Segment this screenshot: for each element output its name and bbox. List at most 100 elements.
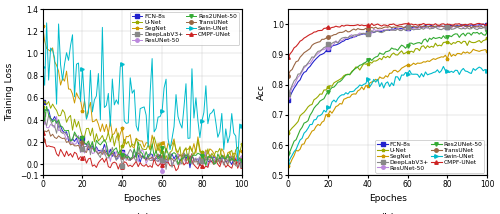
CMPF-UNet (335, 25, 341, 28)
Swin-UNet (181, 106, 187, 108)
FCN-8s (424, 25, 430, 28)
Swin-UNet (376, 85, 382, 88)
TransUNet (92, 148, 98, 150)
Swin-UNet (299, 137, 305, 140)
ResUNet-50 (376, 29, 382, 31)
ResUNet-50 (133, 154, 139, 157)
ResUNet-50 (474, 24, 480, 26)
CMPF-UNet (181, 164, 187, 166)
CMPF-UNet (191, 163, 197, 166)
Line: Res2UNet-50: Res2UNet-50 (286, 30, 489, 156)
FCN-8s (238, 163, 244, 166)
Res2UNet-50 (161, 158, 167, 160)
FCN-8s (434, 25, 440, 28)
TransUNet (181, 152, 187, 155)
Line: ResUNet-50: ResUNet-50 (41, 114, 243, 173)
SegNet (54, 64, 60, 67)
U-Net (133, 137, 139, 140)
DeepLabV3+ (335, 42, 341, 45)
SegNet (335, 104, 341, 107)
Res2UNet-50 (404, 44, 410, 47)
ResUNet-50 (424, 27, 430, 30)
ResUNet-50 (183, 162, 189, 164)
U-Net (335, 79, 341, 82)
Line: TransUNet: TransUNet (286, 23, 489, 77)
DeepLabV3+ (436, 28, 442, 31)
DeepLabV3+ (484, 27, 490, 30)
ResUNet-50 (404, 26, 410, 29)
U-Net (484, 37, 490, 40)
U-Net (424, 45, 430, 47)
Res2UNet-50 (424, 41, 430, 43)
SegNet (131, 146, 137, 149)
TransUNet (161, 155, 167, 158)
Swin-UNet (133, 125, 139, 127)
DeepLabV3+ (163, 168, 169, 171)
CMPF-UNet (476, 22, 482, 25)
Res2UNet-50 (376, 52, 382, 54)
FCN-8s (299, 74, 305, 77)
TransUNet (299, 54, 305, 56)
CMPF-UNet (424, 23, 430, 26)
FCN-8s (187, 166, 193, 169)
Swin-UNet (238, 125, 244, 127)
CMPF-UNet (238, 165, 244, 168)
U-Net (193, 148, 199, 150)
SegNet (434, 57, 440, 59)
Swin-UNet (424, 74, 430, 76)
TransUNet (460, 24, 466, 26)
Res2UNet-50 (434, 37, 440, 39)
U-Net (179, 163, 185, 165)
ResUNet-50 (56, 129, 62, 132)
ResUNet-50 (40, 121, 46, 123)
CMPF-UNet (404, 22, 410, 25)
TransUNet (285, 74, 291, 77)
FCN-8s (159, 158, 165, 161)
CMPF-UNet (299, 39, 305, 41)
Line: SegNet: SegNet (41, 24, 243, 163)
ResUNet-50 (299, 70, 305, 73)
Swin-UNet (335, 97, 341, 100)
X-axis label: Epoches: Epoches (368, 194, 406, 203)
TransUNet (197, 164, 203, 167)
Legend: FCN-8s, U-Net, SegNet, DeepLabV3+, ResUNet-50, Res2UNet-50, TransUNet, Swin-UNet: FCN-8s, U-Net, SegNet, DeepLabV3+, ResUN… (376, 140, 484, 172)
DeepLabV3+ (159, 159, 165, 161)
TransUNet (404, 26, 410, 28)
Res2UNet-50 (133, 156, 139, 159)
SegNet (285, 165, 291, 168)
Line: CMPF-UNet: CMPF-UNet (41, 132, 243, 172)
Title: (a): (a) (135, 213, 150, 214)
Res2UNet-50 (56, 119, 62, 121)
Swin-UNet (44, 22, 50, 24)
Swin-UNet (161, 87, 167, 89)
Res2UNet-50 (40, 110, 46, 112)
Line: DeepLabV3+: DeepLabV3+ (286, 25, 489, 95)
Line: SegNet: SegNet (286, 48, 489, 168)
FCN-8s (40, 101, 46, 104)
SegNet (179, 154, 185, 156)
ResUNet-50 (285, 95, 291, 98)
SegNet (404, 64, 410, 67)
FCN-8s (480, 23, 486, 25)
Swin-UNet (484, 70, 490, 72)
Swin-UNet (92, 98, 98, 101)
CMPF-UNet (54, 153, 60, 155)
U-Net (161, 160, 167, 162)
DeepLabV3+ (238, 164, 244, 166)
FCN-8s (285, 99, 291, 101)
Swin-UNet (56, 23, 62, 25)
CMPF-UNet (173, 169, 179, 172)
Swin-UNet (404, 73, 410, 75)
SegNet (215, 160, 221, 163)
DeepLabV3+ (181, 152, 187, 154)
FCN-8s (54, 120, 60, 123)
Res2UNet-50 (285, 153, 291, 156)
Res2UNet-50 (484, 31, 490, 33)
Res2UNet-50 (44, 105, 50, 108)
CMPF-UNet (434, 24, 440, 26)
Swin-UNet (40, 65, 46, 68)
Swin-UNet (191, 117, 197, 119)
Res2UNet-50 (299, 126, 305, 129)
DeepLabV3+ (131, 157, 137, 159)
TransUNet (133, 155, 139, 157)
